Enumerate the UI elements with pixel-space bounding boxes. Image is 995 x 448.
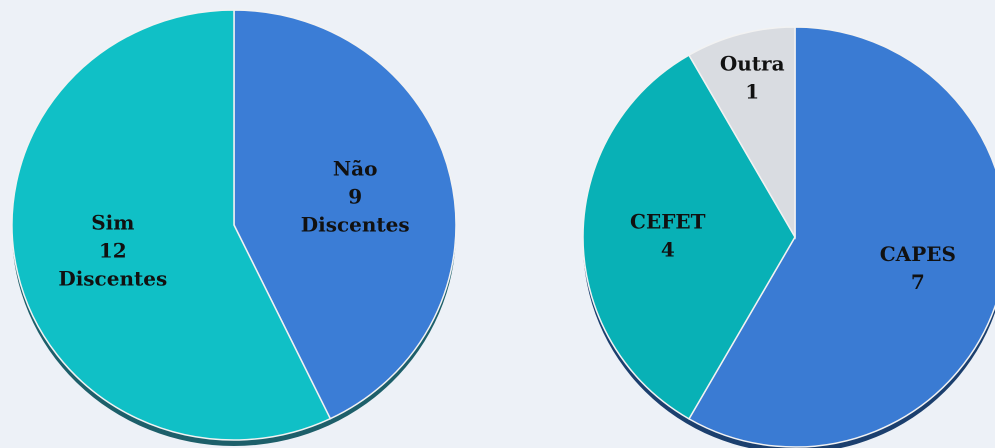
slice-label: CEFET [630, 210, 706, 234]
slice-label: Não [333, 157, 378, 181]
slice-value: 7 [911, 270, 925, 294]
slice-value: 1 [745, 79, 759, 103]
slice-unit: Discentes [301, 213, 410, 237]
slice-unit: Discentes [58, 266, 167, 290]
pie-slice [687, 26, 995, 448]
slice-label: Outra [720, 51, 785, 75]
slice-value: 12 [99, 238, 127, 262]
slice-value: 9 [348, 185, 362, 209]
slice-value: 4 [661, 238, 675, 262]
pie-slice [687, 26, 796, 240]
pie-slice [233, 9, 457, 420]
pie-slice [582, 54, 796, 420]
pie-slice [11, 9, 332, 441]
slice-label: CAPES [880, 242, 956, 266]
slice-label: Sim [91, 210, 134, 234]
